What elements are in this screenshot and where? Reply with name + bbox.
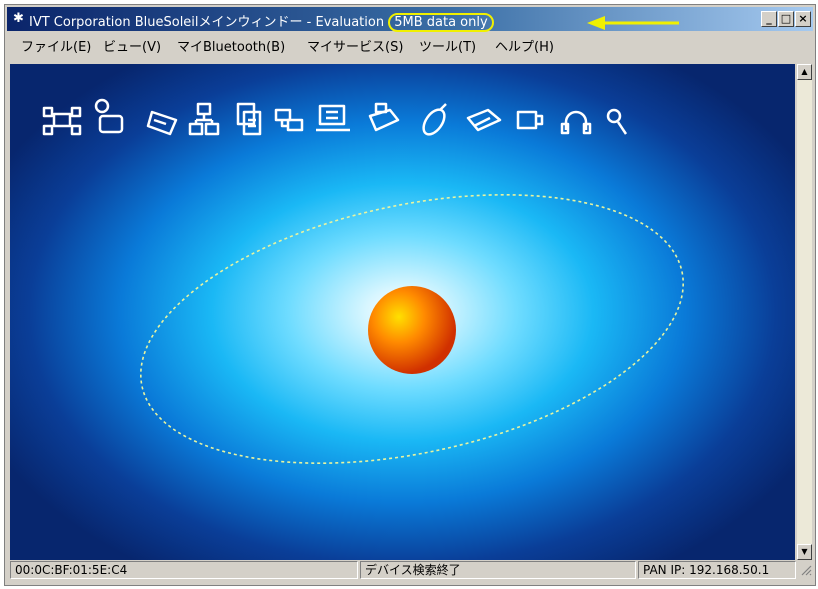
dialup-networking-icon[interactable]: [316, 104, 350, 132]
headset-icon[interactable]: [560, 110, 592, 135]
service-icons-bar: [42, 98, 628, 138]
serial-port-icon[interactable]: [274, 108, 304, 132]
hid-mouse-icon[interactable]: [419, 103, 448, 138]
title-bar[interactable]: ✱ IVT Corporation BlueSoleilメインウィンドー - E…: [7, 7, 813, 32]
scroll-up-icon[interactable]: ▲: [797, 64, 812, 80]
window-title-text: IVT Corporation BlueSoleilメインウィンドー - Eva…: [29, 15, 385, 30]
menu-bar: ファイル(E) ビュー(V) マイBluetooth(B) マイサービス(S) …: [7, 33, 813, 55]
scroll-down-icon[interactable]: ▼: [797, 544, 812, 560]
device-address: 00:0C:BF:01:5E:C4: [10, 561, 358, 579]
device-orbit-ring: [140, 194, 684, 464]
menu-my-bluetooth[interactable]: マイBluetooth(B): [177, 40, 286, 55]
device-orbit-layer: [140, 194, 684, 464]
file-transfer-icon[interactable]: [236, 102, 262, 136]
local-device-sphere[interactable]: [368, 286, 456, 374]
bluetooth-icon: ✱: [13, 11, 24, 26]
resize-grip-icon[interactable]: [800, 564, 812, 576]
maximize-button[interactable]: □: [778, 11, 794, 27]
arrow-annotation-icon: [587, 16, 679, 30]
object-push-icon[interactable]: [516, 110, 544, 130]
network-service-icon[interactable]: [42, 106, 82, 136]
sync-icon[interactable]: [466, 108, 502, 132]
evaluation-note: 5MB data only: [388, 13, 494, 32]
window-title: IVT Corporation BlueSoleilメインウィンドー - Eva…: [29, 11, 494, 32]
printer-icon[interactable]: [368, 102, 400, 132]
pan-ip-address: PAN IP: 192.168.50.1: [638, 561, 796, 579]
menu-view[interactable]: ビュー(V): [103, 40, 162, 55]
status-bar: 00:0C:BF:01:5E:C4 デバイス検索終了 PAN IP: 192.1…: [10, 560, 812, 580]
fax-service-icon[interactable]: [94, 98, 124, 134]
lan-access-icon[interactable]: [188, 102, 220, 136]
audio-gateway-icon[interactable]: [146, 110, 178, 136]
minimize-button[interactable]: _: [761, 11, 777, 27]
search-service-icon[interactable]: [606, 108, 628, 135]
menu-tools[interactable]: ツール(T): [419, 40, 477, 55]
status-message: デバイス検索終了: [360, 561, 636, 579]
menu-file[interactable]: ファイル(E): [21, 40, 92, 55]
vertical-scrollbar[interactable]: ▲ ▼: [797, 64, 812, 560]
device-canvas[interactable]: [10, 64, 795, 560]
close-button[interactable]: ×: [795, 11, 811, 27]
menu-my-services[interactable]: マイサービス(S): [307, 40, 404, 55]
menu-help[interactable]: ヘルプ(H): [495, 40, 554, 55]
